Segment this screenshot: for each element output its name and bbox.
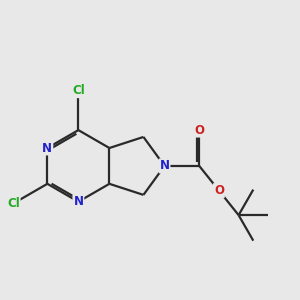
Text: N: N bbox=[160, 159, 170, 172]
Text: Cl: Cl bbox=[72, 84, 85, 97]
Text: Cl: Cl bbox=[7, 197, 20, 210]
Text: O: O bbox=[194, 124, 204, 136]
Text: N: N bbox=[42, 142, 52, 154]
Text: O: O bbox=[214, 184, 224, 197]
Text: N: N bbox=[74, 195, 83, 208]
